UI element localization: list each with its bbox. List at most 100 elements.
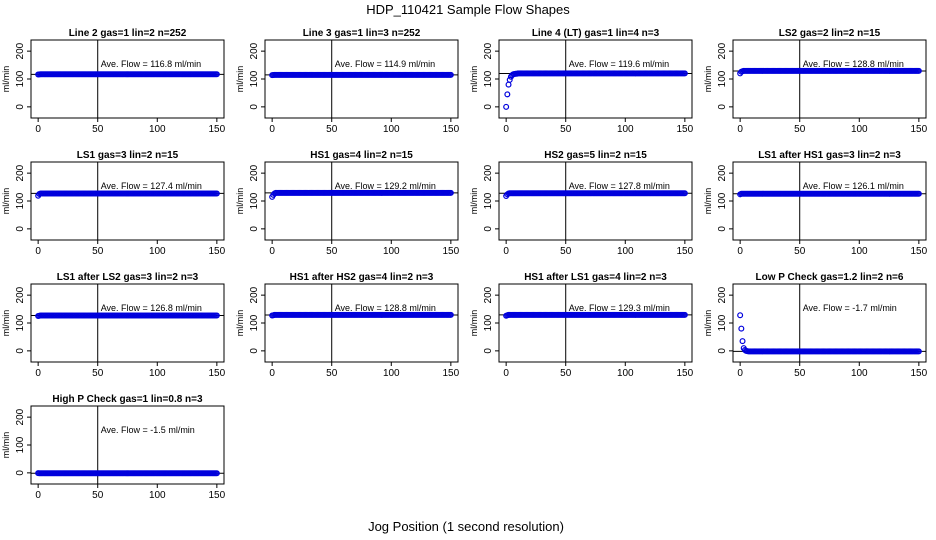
y-tick-label: 200 [15, 42, 26, 59]
data-point [504, 91, 511, 98]
y-tick-label: 100 [483, 314, 494, 331]
panel-1: Line 2 gas=1 lin=2 n=252 ml/min 0 100 200 0 50… [1, 28, 226, 135]
mean-flow-annotation: Ave. Flow = 128.8 ml/min [335, 303, 436, 313]
plot-frame [498, 39, 693, 119]
data-points [35, 312, 220, 320]
panel-title: LS2 gas=2 lin=2 n=15 [779, 28, 881, 39]
panel-title: HS1 gas=4 lin=2 n=15 [310, 150, 413, 161]
mean-flow-annotation: Ave. Flow = 126.1 ml/min [803, 181, 904, 191]
y-tick-label: 0 [15, 470, 26, 476]
panel-8: LS1 after HS1 gas=3 lin=2 n=3 ml/min 0 100 2… [703, 150, 928, 257]
x-tick-label: 0 [35, 368, 41, 379]
mean-flow-annotation: Ave. Flow = 119.6 ml/min [569, 59, 669, 69]
panel-10: HS1 after HS2 gas=4 lin=2 n=3 ml/min 0 100 2… [235, 272, 460, 379]
x-tick-label: 0 [737, 246, 743, 257]
x-tick-label: 0 [35, 124, 41, 135]
plot-frame [30, 283, 225, 363]
x-tick-label: 50 [560, 124, 572, 135]
y-tick-label: 100 [249, 192, 260, 209]
panel-7: HS2 gas=5 lin=2 n=15 ml/min 0 100 200 0 50 100 1… [469, 150, 694, 257]
x-tick-label: 100 [383, 368, 400, 379]
x-tick-label: 0 [737, 368, 743, 379]
x-tick-label: 150 [443, 246, 460, 257]
y-tick-label: 100 [249, 314, 260, 331]
panel-4: LS2 gas=2 lin=2 n=15 ml/min 0 100 200 0 50 100 1… [703, 28, 928, 135]
x-tick-label: 0 [503, 124, 509, 135]
y-tick-label: 100 [717, 314, 728, 331]
panels-grid: Line 2 gas=1 lin=2 n=252 ml/min 0 100 200 0 50… [1, 28, 928, 501]
y-tick-label: 200 [15, 164, 26, 181]
panel-title: LS1 gas=3 lin=2 n=15 [77, 150, 179, 161]
x-tick-label: 100 [383, 246, 400, 257]
y-tick-label: 200 [15, 286, 26, 303]
data-point [213, 470, 220, 477]
x-tick-label: 0 [503, 246, 509, 257]
x-tick-label: 150 [443, 124, 460, 135]
y-axis-label: ml/min [235, 188, 245, 215]
y-tick-label: 0 [483, 104, 494, 110]
panel-6: HS1 gas=4 lin=2 n=15 ml/min 0 100 200 0 50 100 1… [235, 150, 460, 257]
data-points [269, 189, 454, 200]
data-point [447, 71, 454, 78]
x-tick-label: 100 [149, 124, 166, 135]
mean-flow-annotation: Ave. Flow = -1.5 ml/min [101, 425, 195, 435]
x-tick-label: 100 [851, 246, 868, 257]
x-tick-label: 0 [269, 246, 275, 257]
data-point [681, 190, 688, 197]
y-tick-label: 100 [15, 70, 26, 87]
panel-title: Line 2 gas=1 lin=2 n=252 [69, 28, 187, 39]
x-tick-label: 50 [326, 124, 338, 135]
x-tick-label: 0 [35, 246, 41, 257]
y-tick-label: 100 [15, 436, 26, 453]
mean-flow-annotation: Ave. Flow = 127.8 ml/min [569, 181, 670, 191]
x-tick-label: 50 [92, 124, 104, 135]
figure-title: HDP_110421 Sample Flow Shapes [366, 2, 570, 17]
mean-flow-annotation: Ave. Flow = -1.7 ml/min [803, 303, 897, 313]
mean-flow-annotation: Ave. Flow = 116.8 ml/min [101, 59, 201, 69]
panel-title: Line 4 (LT) gas=1 lin=4 n=3 [532, 28, 660, 39]
x-tick-label: 150 [911, 246, 928, 257]
plot-frame [498, 161, 693, 241]
x-tick-label: 150 [209, 368, 226, 379]
x-tick-label: 100 [617, 246, 634, 257]
y-tick-label: 0 [15, 348, 26, 354]
data-point [505, 81, 512, 88]
y-axis-label: ml/min [235, 310, 245, 337]
panel-title: Line 3 gas=1 lin=3 n=252 [303, 28, 421, 39]
x-tick-label: 150 [911, 368, 928, 379]
data-points [35, 470, 220, 477]
data-points [35, 71, 220, 78]
x-tick-label: 150 [677, 368, 694, 379]
data-point [739, 338, 746, 345]
y-axis-label: ml/min [1, 66, 11, 93]
y-tick-label: 200 [249, 42, 260, 59]
x-tick-label: 50 [326, 246, 338, 257]
x-tick-label: 150 [443, 368, 460, 379]
y-tick-label: 200 [249, 286, 260, 303]
plot-frame [732, 39, 927, 119]
data-point [737, 312, 744, 319]
y-tick-label: 200 [483, 164, 494, 181]
y-axis-label: ml/min [469, 66, 479, 93]
panel-title: HS2 gas=5 lin=2 n=15 [544, 150, 647, 161]
mean-flow-annotation: Ave. Flow = 129.3 ml/min [569, 303, 670, 313]
y-axis-label: ml/min [1, 432, 11, 459]
y-tick-label: 0 [249, 348, 260, 354]
y-tick-label: 100 [717, 192, 728, 209]
x-tick-label: 0 [35, 490, 41, 501]
x-tick-label: 150 [677, 246, 694, 257]
panel-title: LS1 after HS1 gas=3 lin=2 n=3 [758, 150, 901, 161]
panel-title: High P Check gas=1 lin=0.8 n=3 [52, 394, 203, 405]
x-tick-label: 50 [326, 368, 338, 379]
panel-9: LS1 after LS2 gas=3 lin=2 n=3 ml/min 0 100 2… [1, 272, 226, 379]
data-points [737, 67, 922, 77]
x-tick-label: 50 [92, 246, 104, 257]
data-points [503, 311, 688, 319]
data-points [737, 312, 922, 355]
plot-frame [30, 39, 225, 119]
data-points [35, 190, 220, 199]
mean-flow-annotation: Ave. Flow = 126.8 ml/min [101, 303, 202, 313]
y-tick-label: 200 [717, 164, 728, 181]
data-point [738, 325, 745, 332]
